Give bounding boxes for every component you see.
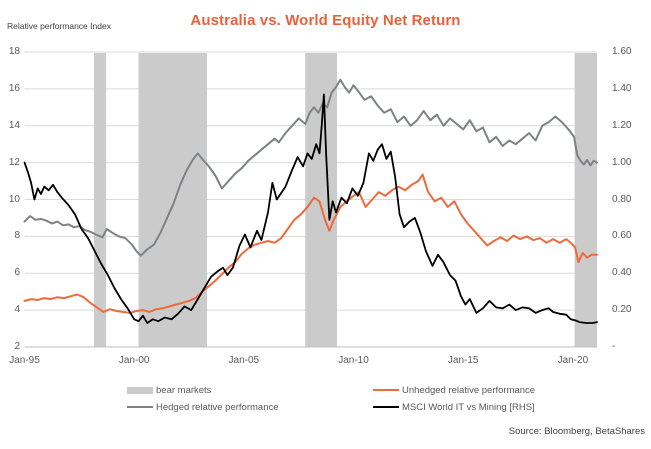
left-axis-unit-label: Relative performance Index (7, 21, 111, 31)
chart-title: Australia vs. World Equity Net Return (190, 12, 461, 29)
right-axis-tick: 0.20 (612, 304, 632, 316)
left-axis-tick: 2 (14, 341, 20, 352)
right-axis-tick: 1.60 (612, 46, 632, 57)
left-axis-tick: 16 (8, 82, 20, 94)
x-axis-tick: Jan-05 (228, 355, 260, 366)
bear-market-band (94, 53, 107, 347)
right-axis-tick: 0.80 (612, 193, 632, 205)
line-swatch-icon (127, 405, 153, 409)
left-axis-tick: 12 (8, 156, 20, 168)
left-axis-tick: 6 (14, 267, 20, 279)
left-axis-tick: 4 (14, 304, 20, 316)
left-axis-tick: 10 (8, 193, 20, 205)
right-axis-tick: - (612, 341, 616, 352)
legend-item-bear-markets[interactable]: bear markets (127, 383, 211, 397)
source-note: Source: Bloomberg, BetaShares (508, 426, 645, 437)
x-axis-tick: Jan-15 (447, 355, 479, 366)
right-axis-tick: 1.00 (612, 156, 632, 168)
bear-market-band (305, 53, 338, 347)
right-axis-tick: 1.20 (612, 119, 632, 131)
x-axis-tick: Jan-00 (118, 355, 150, 366)
legend-label: bear markets (156, 384, 212, 396)
left-axis-tick: 8 (14, 230, 20, 242)
legend-label: MSCI World IT vs Mining [RHS] (402, 401, 535, 413)
left-axis-tick: 14 (8, 119, 20, 131)
series-line-hedged-relative-performance (23, 78, 598, 257)
left-axis-tick: 18 (8, 46, 20, 57)
legend-item-msci-world-it-vs-mining-rhs-[interactable]: MSCI World IT vs Mining [RHS] (373, 400, 535, 414)
legend-item-unhedged-relative-performance[interactable]: Unhedged relative performance (373, 383, 535, 397)
band-swatch-icon (127, 386, 153, 394)
right-axis-tick: 1.40 (612, 82, 632, 94)
legend-item-hedged-relative-performance[interactable]: Hedged relative performance (127, 400, 279, 414)
legend-label: Hedged relative performance (156, 401, 279, 413)
series-line-msci-world-it-vs-mining-rhs- (23, 93, 598, 324)
x-axis-tick: Jan-95 (9, 355, 40, 366)
legend-label: Unhedged relative performance (402, 384, 536, 396)
x-axis-tick: Jan-20 (557, 355, 589, 366)
right-axis-tick: 0.40 (612, 267, 632, 279)
line-swatch-icon (373, 405, 399, 409)
bear-market-band (574, 53, 597, 347)
series-line-unhedged-relative-performance (23, 173, 598, 314)
x-axis-tick: Jan-10 (338, 355, 369, 366)
line-swatch-icon (373, 388, 399, 392)
right-axis-tick: 0.60 (612, 230, 632, 242)
